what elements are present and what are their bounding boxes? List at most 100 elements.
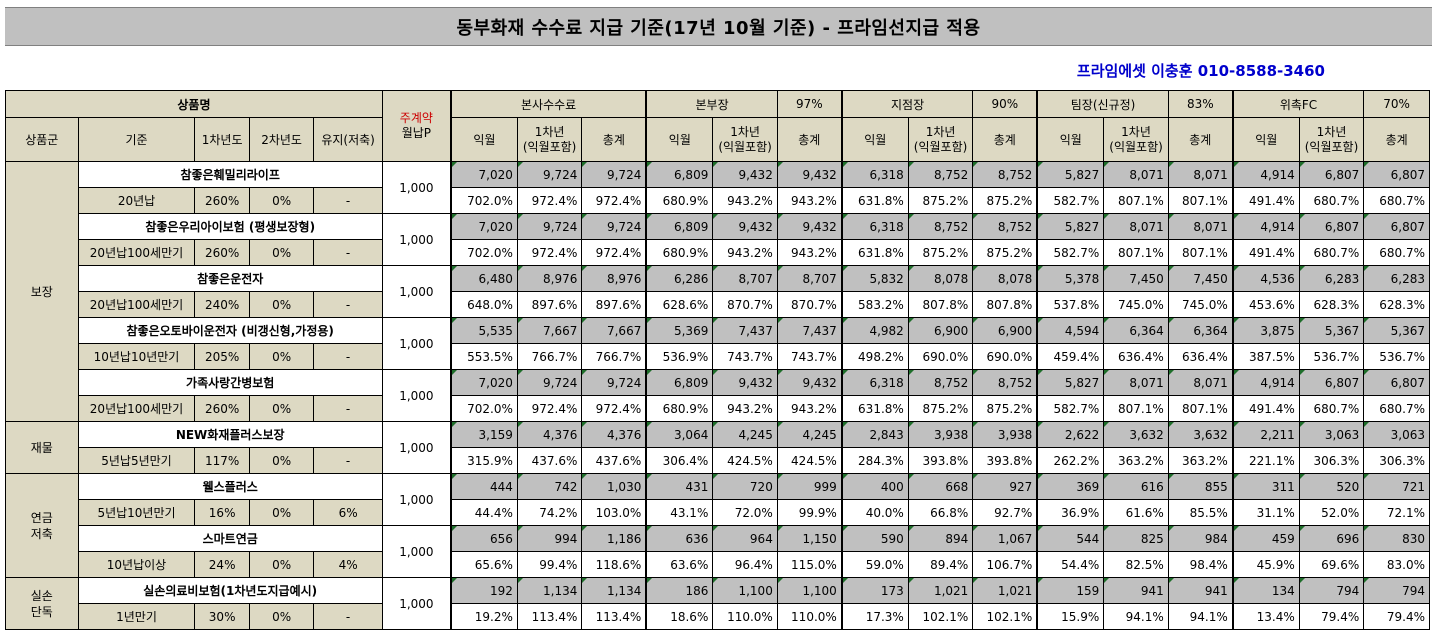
commission-rate: 103.0% xyxy=(581,499,647,526)
commission-amount: 6,900 xyxy=(972,317,1038,344)
commission-amount: 4,245 xyxy=(712,421,778,448)
commission-rate: 94.1% xyxy=(1103,603,1169,630)
commission-rate: 66.8% xyxy=(907,499,974,526)
commission-rate: 13.4% xyxy=(1231,603,1300,630)
commission-rate: 52.0% xyxy=(1298,499,1365,526)
commission-rate: 96.4% xyxy=(712,551,778,578)
product-group-cell: 연금 저축 xyxy=(5,473,79,578)
year1-rate: 16% xyxy=(194,499,250,526)
commission-rate: 807.1% xyxy=(1167,395,1234,422)
year2-rate: 0% xyxy=(248,499,315,526)
product-name: 참좋은오토바이운전자 (비갱신형,가정용) xyxy=(77,317,383,344)
year1-rate: 30% xyxy=(194,603,250,630)
commission-rate: 110.0% xyxy=(776,603,843,630)
commission-amount: 9,724 xyxy=(516,213,583,240)
commission-amount: 6,809 xyxy=(645,213,714,240)
header-basis: 기준 xyxy=(77,117,196,162)
commission-amount: 1,134 xyxy=(516,577,583,604)
commission-rate: 118.6% xyxy=(581,551,647,578)
commission-rate: 943.2% xyxy=(776,239,843,266)
commission-amount: 4,982 xyxy=(840,317,909,344)
commission-amount: 186 xyxy=(645,577,714,604)
commission-rate: 943.2% xyxy=(776,395,843,422)
product-row-amounts: 참좋은운전자 1,000 6,480 8,976 8,976 6,286 8,707 8,70… xyxy=(6,265,1430,318)
commission-amount: 6,318 xyxy=(840,213,909,240)
commission-amount: 4,376 xyxy=(581,421,647,448)
product-group-name: 실손 단독 xyxy=(30,588,53,619)
product-group-cell: 재물 xyxy=(5,421,79,474)
year2-rate: 0% xyxy=(248,291,315,318)
commission-amount: 1,100 xyxy=(712,577,778,604)
commission-amount: 7,450 xyxy=(1167,265,1234,292)
header-year1-line1: 1차년 xyxy=(730,124,760,139)
commission-amount: 984 xyxy=(1167,525,1234,552)
commission-rate: 628.6% xyxy=(645,291,714,318)
commission-rate: 36.9% xyxy=(1036,499,1105,526)
commission-rate: 491.4% xyxy=(1231,395,1300,422)
commission-amount: 6,364 xyxy=(1103,317,1169,344)
commission-amount: 9,724 xyxy=(581,213,647,240)
commission-amount: 9,724 xyxy=(516,369,583,396)
commission-amount: 3,064 xyxy=(645,421,714,448)
commission-amount: 1,021 xyxy=(972,577,1038,604)
commission-amount: 2,622 xyxy=(1036,421,1105,448)
commission-amount: 8,071 xyxy=(1167,161,1234,188)
product-basis: 20년납100세만기 xyxy=(77,239,196,266)
commission-amount: 1,067 xyxy=(972,525,1038,552)
commission-amount: 5,535 xyxy=(449,317,518,344)
header-total: 총계 xyxy=(776,117,843,162)
monthly-premium: 1,000 xyxy=(381,525,452,578)
commission-rate: 702.0% xyxy=(449,187,518,214)
commission-rate: 875.2% xyxy=(972,187,1038,214)
commission-rate: 63.6% xyxy=(645,551,714,578)
commission-amount: 7,437 xyxy=(776,317,843,344)
year2-rate: 0% xyxy=(248,551,315,578)
year1-rate: 260% xyxy=(194,395,250,422)
product-name: 참좋은훼밀리라이프 xyxy=(77,161,383,188)
commission-rate: 690.0% xyxy=(907,343,974,370)
monthly-premium: 1,000 xyxy=(381,369,452,422)
commission-rate: 89.4% xyxy=(907,551,974,578)
product-row-amounts: 재물 NEW화재플러스보장 1,000 3,159 4,376 4,376 3,064 4,2… xyxy=(5,421,1430,474)
commission-rate: 536.7% xyxy=(1363,343,1430,370)
commission-amount: 8,752 xyxy=(907,369,974,396)
commission-rate: 972.4% xyxy=(581,187,647,214)
header-group-branch-rate: 90% xyxy=(972,90,1038,118)
commission-rate: 745.0% xyxy=(1167,291,1234,318)
header-maintain: 유지(저축) xyxy=(313,117,383,162)
maintain-rate: 6% xyxy=(313,499,383,526)
commission-amount: 8,071 xyxy=(1103,161,1169,188)
product-basis: 20년납100세만기 xyxy=(77,395,196,422)
commission-rate: 972.4% xyxy=(516,239,583,266)
header-year1-line1: 1차년 xyxy=(1121,124,1151,139)
header-year1-line1: 1차년 xyxy=(1316,124,1347,139)
commission-amount: 9,724 xyxy=(581,161,647,188)
commission-rate: 306.3% xyxy=(1363,447,1430,474)
commission-rate: 262.2% xyxy=(1036,447,1105,474)
commission-amount: 3,159 xyxy=(449,421,518,448)
commission-amount: 134 xyxy=(1231,577,1300,604)
commission-rate: 680.7% xyxy=(1298,395,1365,422)
commission-rate: 315.9% xyxy=(449,447,518,474)
commission-rate: 92.7% xyxy=(972,499,1038,526)
commission-amount: 668 xyxy=(907,473,974,500)
contact-info: 프라임에셋 이충훈 010-8588-3460 xyxy=(1076,62,1325,80)
commission-amount: 1,030 xyxy=(581,473,647,500)
product-row-rates: 10년납10년만기 205% 0% -553.5% 766.7% 766.7% 536.9%… xyxy=(6,343,1430,370)
commission-rate: 807.8% xyxy=(972,291,1038,318)
commission-rate: 807.1% xyxy=(1103,239,1169,266)
year2-rate: 0% xyxy=(248,603,315,630)
commission-amount: 9,432 xyxy=(776,161,843,188)
commission-rate: 424.5% xyxy=(776,447,843,474)
header-year1-incl: 1차년 (익월포함) xyxy=(516,117,583,162)
product-group-name: 재물 xyxy=(30,440,53,455)
maintain-rate: - xyxy=(313,447,383,474)
commission-rate: 680.9% xyxy=(645,187,714,214)
commission-rate: 61.6% xyxy=(1103,499,1169,526)
commission-amount: 9,432 xyxy=(712,161,778,188)
commission-rate: 582.7% xyxy=(1036,395,1105,422)
year1-rate: 117% xyxy=(194,447,250,474)
commission-amount: 8,752 xyxy=(972,369,1038,396)
product-row-amounts: 실손 단독 실손의료비보험(1차년도지급예시) 1,000 192 1,134 1,134… xyxy=(5,577,1430,630)
header-group-team-lead: 팀장(신규정) xyxy=(1036,90,1169,118)
